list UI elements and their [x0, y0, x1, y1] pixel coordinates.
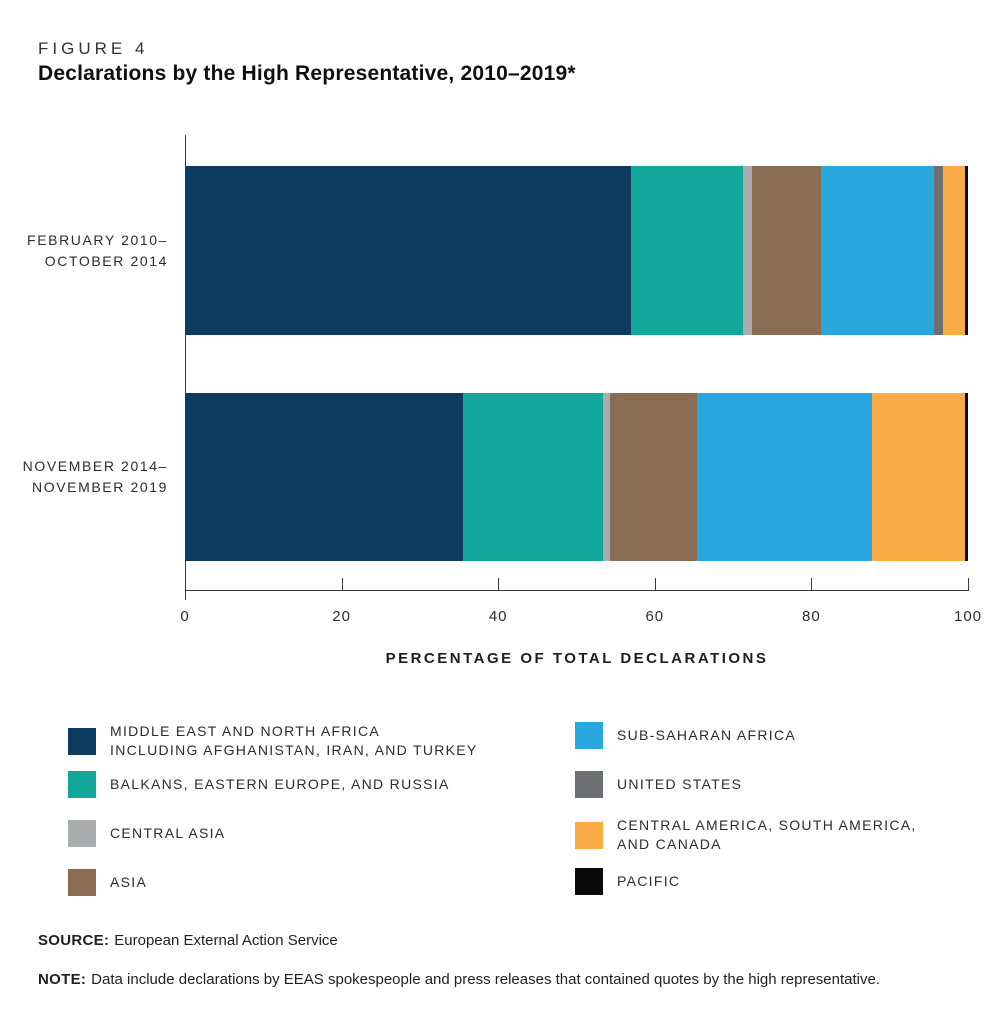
bar-segment — [933, 166, 943, 335]
legend-swatch — [68, 727, 96, 755]
source-line: SOURCE: European External Action Service — [38, 932, 338, 949]
bar-segment — [630, 166, 743, 335]
bar-segment — [609, 393, 697, 561]
tick-label: 40 — [488, 608, 508, 625]
legend-swatch — [575, 722, 603, 749]
note-label: NOTE: — [38, 971, 87, 988]
bar-segment — [462, 393, 603, 561]
bar-segment — [964, 166, 968, 335]
legend-item: SUB-SAHARAN AFRICA — [575, 722, 796, 749]
tick-mark — [498, 578, 500, 590]
legend-swatch — [68, 869, 96, 896]
legend-swatch — [575, 868, 603, 895]
legend-label: SUB-SAHARAN AFRICA — [617, 727, 796, 743]
legend-label: PACIFIC — [617, 873, 681, 889]
note-line: NOTE: Data include declarations by EEAS s… — [38, 971, 880, 988]
legend-swatch — [68, 820, 96, 847]
tick-mark — [968, 578, 969, 590]
legend-label: UNITED STATES — [617, 776, 743, 792]
source-text: European External Action Service — [114, 932, 338, 949]
bar-segment — [964, 393, 968, 561]
tick-mark — [341, 578, 343, 590]
category-label: NOVEMBER 2014– NOVEMBER 2019 — [22, 458, 168, 495]
legend-item: ASIA — [68, 869, 147, 896]
legend-item: PACIFIC — [575, 868, 680, 895]
note-text: Data include declarations by EEAS spokes… — [91, 971, 881, 988]
bar-segment — [602, 393, 610, 561]
tick-label: 20 — [332, 608, 351, 625]
legend-item: UNITED STATES — [575, 771, 742, 798]
legend-label: ASIA — [110, 874, 148, 890]
figure-title: Declarations by the High Representative,… — [38, 62, 576, 85]
legend-swatch — [575, 821, 603, 849]
bar-segment — [752, 166, 821, 335]
legend-label: CENTRAL ASIA — [110, 825, 226, 841]
stacked-bar-nov2014-nov2019 — [186, 393, 968, 561]
source-label: SOURCE: — [38, 932, 110, 949]
tick-mark — [654, 578, 656, 590]
bar-segment — [186, 393, 463, 561]
tick-mark — [811, 578, 813, 590]
legend-item: CENTRAL AMERICA, SOUTH AMERICA, AND CANAD… — [575, 816, 917, 854]
bar-segment — [942, 166, 965, 335]
stacked-bar-feb2010-oct2014 — [186, 166, 968, 335]
tick-label: 0 — [180, 608, 190, 625]
bar-segment — [186, 166, 631, 335]
tick-label: 100 — [953, 608, 983, 625]
bar-segment — [820, 166, 934, 335]
legend-item: BALKANS, EASTERN EUROPE, AND RUSSIA — [68, 771, 450, 798]
legend-label: BALKANS, EASTERN EUROPE, AND RUSSIA — [110, 776, 450, 792]
bar-segment — [742, 166, 753, 335]
legend-swatch — [575, 771, 603, 798]
bar-segment — [696, 393, 872, 561]
tick-label: 80 — [802, 608, 821, 625]
x-axis-title: PERCENTAGE OF TOTAL DECLARATIONS — [385, 650, 769, 667]
category-label: FEBRUARY 2010– OCTOBER 2014 — [27, 231, 168, 269]
legend-label: MIDDLE EAST AND NORTH AFRICA INCLUDING AF… — [110, 723, 478, 758]
legend-label: CENTRAL AMERICA, SOUTH AMERICA, AND CANAD… — [617, 817, 917, 852]
bar-segment — [871, 393, 965, 561]
y-axis-line — [185, 135, 186, 600]
x-axis-line — [185, 590, 969, 591]
tick-label: 60 — [645, 608, 665, 625]
figure-number: FIGURE 4 — [38, 39, 149, 58]
legend-item: MIDDLE EAST AND NORTH AFRICA INCLUDING AF… — [68, 722, 478, 760]
legend-swatch — [68, 771, 96, 798]
legend-item: CENTRAL ASIA — [68, 820, 225, 847]
